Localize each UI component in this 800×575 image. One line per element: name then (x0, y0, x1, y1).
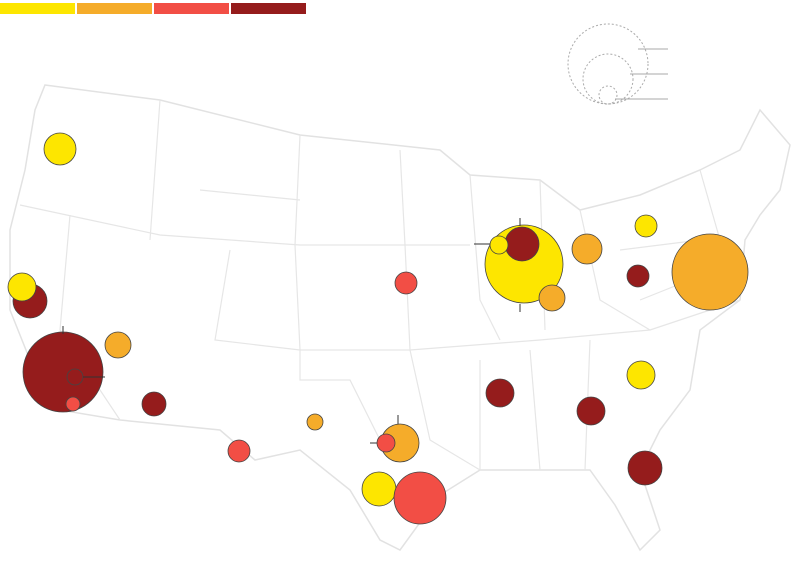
size-legend-circle (582, 53, 634, 105)
size-legend-circle (598, 85, 618, 105)
bubbles (7, 132, 749, 525)
bubble (394, 271, 418, 295)
bubble (361, 471, 397, 507)
bubble (626, 264, 650, 288)
bubble (66, 368, 84, 386)
legend-swatch (154, 3, 229, 14)
bubble (376, 433, 396, 453)
bubble (65, 396, 81, 412)
bubble (22, 331, 104, 413)
bubble (627, 450, 663, 486)
bubble (504, 226, 540, 262)
bubble (7, 272, 37, 302)
bubble (306, 413, 324, 431)
color-legend (0, 3, 306, 14)
us-outline (9, 84, 791, 552)
bubble (104, 331, 132, 359)
bubble (671, 233, 749, 311)
bubble (576, 396, 606, 426)
legend-swatch (0, 3, 75, 14)
bubble (634, 214, 658, 238)
state-borders (19, 99, 741, 471)
legend-swatch (77, 3, 152, 14)
bubble (393, 471, 447, 525)
legend-swatch (231, 3, 306, 14)
bubble (43, 132, 77, 166)
bubble (485, 378, 515, 408)
size-legend (567, 23, 668, 105)
bubble (227, 439, 251, 463)
bubble (571, 233, 603, 265)
bubble (489, 235, 509, 255)
bubble (141, 391, 167, 417)
basemap (9, 84, 791, 552)
bubble (626, 360, 656, 390)
callout-ticks (62, 218, 521, 444)
bubble (538, 284, 566, 312)
size-legend-circle (567, 23, 649, 105)
